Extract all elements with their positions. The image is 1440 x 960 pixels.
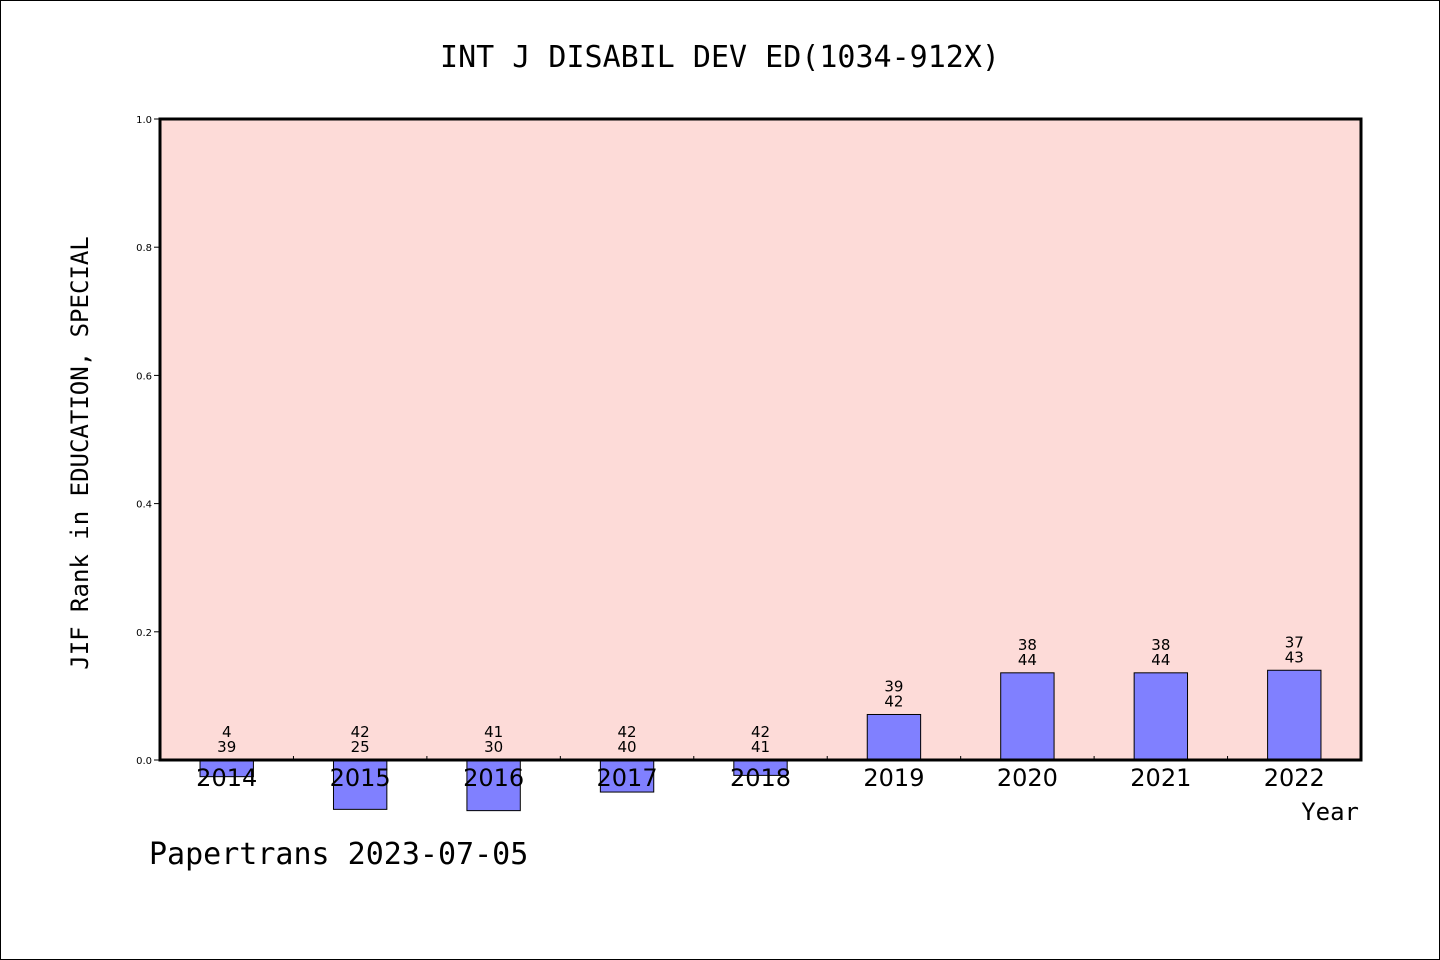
bar-total-label: 30 [484, 738, 503, 756]
bar-total-label: 40 [618, 738, 637, 756]
bar-2021 [1133, 672, 1189, 761]
bar-2015 [332, 759, 388, 810]
y-tick-label: 0.2 [136, 628, 152, 639]
bar-2022 [1267, 669, 1322, 761]
bar-rank-label: 37 [1285, 633, 1304, 651]
bar-rank-label: 42 [618, 723, 637, 741]
bar-total-label: 44 [1018, 651, 1037, 669]
bar-total-label: 44 [1151, 651, 1170, 669]
bar-2020 [1000, 672, 1055, 761]
y-tick-label: 0.0 [136, 756, 152, 767]
plot-frame [158, 117, 1363, 762]
x-tick-label: 2016 [463, 764, 524, 792]
y-tick-label: 0.4 [136, 500, 152, 511]
x-tick-label: 2017 [597, 764, 658, 792]
x-tick-label: 2022 [1264, 764, 1325, 792]
bar-rank-label: 42 [351, 723, 370, 741]
bar-rank-label: 39 [884, 677, 903, 695]
bar-total-label: 41 [751, 738, 770, 756]
bar-rank-label: 4 [222, 723, 232, 741]
y-tick-label: 0.6 [136, 371, 152, 382]
bar-2016 [466, 759, 521, 812]
bar-rank-label: 42 [751, 723, 770, 741]
footer-credit: Papertrans 2023-07-05 [149, 837, 528, 872]
chart-title: INT J DISABIL DEV ED(1034-912X) [440, 40, 1000, 75]
x-tick-label: 2018 [730, 764, 791, 792]
bar-total-label: 43 [1285, 648, 1304, 666]
x-tick-label: 2015 [330, 764, 391, 792]
bar-total-label: 42 [884, 692, 903, 710]
x-tick-label: 2014 [196, 764, 257, 792]
y-axis-label: JIF Rank in EDUCATION, SPECIAL [66, 236, 94, 669]
bar-total-label: 39 [217, 738, 236, 756]
bar-rank-label: 38 [1151, 636, 1170, 654]
y-tick-label: 1.0 [136, 115, 152, 126]
bar-total-label: 25 [351, 738, 370, 756]
x-axis-label: Year [1301, 798, 1359, 826]
x-tick-label: 2020 [997, 764, 1058, 792]
bar-rank-label: 41 [484, 723, 503, 741]
y-tick-label: 0.8 [136, 243, 152, 254]
bar-2019 [866, 713, 922, 761]
x-tick-label: 2019 [863, 764, 924, 792]
plot-area [160, 119, 1361, 760]
bar-rank-label: 38 [1018, 636, 1037, 654]
x-tick-label: 2021 [1130, 764, 1191, 792]
